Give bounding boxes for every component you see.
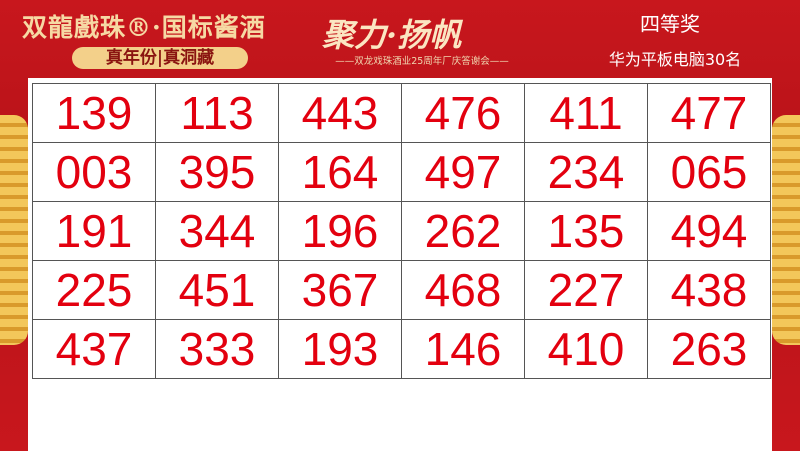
winning-number-cell: 139 [32, 83, 156, 143]
winning-number-cell: 437 [32, 319, 156, 379]
winning-number-cell: 135 [524, 201, 648, 261]
winning-number-cell: 262 [401, 201, 525, 261]
table-row: 225 451 367 468 227 438 [32, 260, 771, 320]
slogan: 聚力·扬帆 [322, 16, 462, 54]
winning-number-cell: 263 [647, 319, 771, 379]
gold-coins-left-decoration [0, 115, 28, 345]
winning-number-cell: 494 [647, 201, 771, 261]
winning-number-cell: 477 [647, 83, 771, 143]
winning-number-cell: 411 [524, 83, 648, 143]
winning-number-cell: 225 [32, 260, 156, 320]
winning-number-cell: 333 [155, 319, 279, 379]
winning-number-cell: 468 [401, 260, 525, 320]
winning-number-cell: 065 [647, 142, 771, 202]
event-subtitle: ——双龙戏珠酒业25周年厂庆答谢会—— [335, 56, 509, 67]
winning-number-cell: 395 [155, 142, 279, 202]
winning-number-cell: 344 [155, 201, 279, 261]
winning-number-cell: 196 [278, 201, 402, 261]
winning-number-cell: 367 [278, 260, 402, 320]
tagline-badge: 真年份|真洞藏 [72, 47, 248, 69]
winning-number-cell: 497 [401, 142, 525, 202]
gold-coins-right-decoration [772, 115, 800, 345]
table-row: 139 113 443 476 411 477 [32, 83, 771, 143]
winning-numbers-table: 139 113 443 476 411 477 003 395 164 497 234 065 191 3… [32, 83, 771, 379]
winning-numbers-board: 139 113 443 476 411 477 003 395 164 497 234 065 191 3… [28, 78, 772, 451]
winning-number-cell: 003 [32, 142, 156, 202]
winning-number-cell: 410 [524, 319, 648, 379]
winning-number-cell: 227 [524, 260, 648, 320]
winning-number-cell: 164 [278, 142, 402, 202]
table-row: 003 395 164 497 234 065 [32, 142, 771, 202]
winning-number-cell: 191 [32, 201, 156, 261]
winning-number-cell: 476 [401, 83, 525, 143]
prize-level: 四等奖 [640, 12, 700, 36]
brand-logo: 双龍戲珠®·国标酱酒 [22, 13, 266, 42]
winning-number-cell: 193 [278, 319, 402, 379]
winning-number-cell: 234 [524, 142, 648, 202]
winning-number-cell: 451 [155, 260, 279, 320]
prize-description: 华为平板电脑30名 [608, 50, 742, 69]
winning-number-cell: 443 [278, 83, 402, 143]
winning-number-cell: 146 [401, 319, 525, 379]
table-row: 191 344 196 262 135 494 [32, 201, 771, 261]
table-row: 437 333 193 146 410 263 [32, 319, 771, 379]
winning-number-cell: 438 [647, 260, 771, 320]
winning-number-cell: 113 [155, 83, 279, 143]
